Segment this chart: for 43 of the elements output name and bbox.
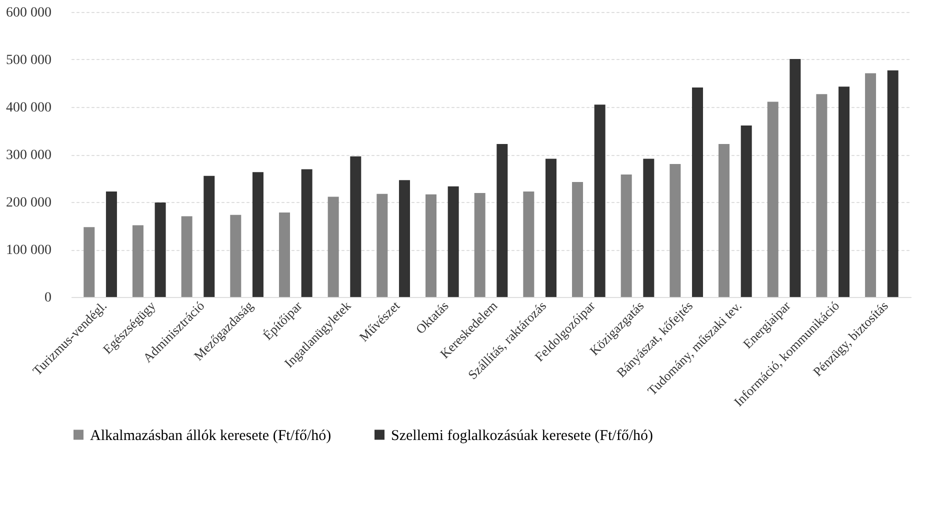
bar	[328, 196, 339, 297]
y-tick-label: 600 000	[6, 6, 52, 20]
bar	[106, 192, 117, 297]
bar	[278, 212, 290, 297]
bar	[230, 214, 242, 297]
bar	[790, 59, 801, 297]
y-tick-label: 0	[44, 290, 52, 306]
y-tick-label: 500 000	[6, 53, 52, 68]
y-tick-label: 200 000	[6, 196, 52, 210]
bar	[546, 158, 556, 297]
bar	[301, 169, 312, 297]
bar	[767, 102, 778, 297]
bar	[474, 192, 486, 297]
bar	[154, 202, 166, 297]
bar	[252, 172, 264, 297]
bar	[132, 225, 144, 297]
bar	[838, 86, 850, 297]
bar	[398, 180, 410, 297]
bar	[523, 192, 534, 297]
y-tick-label: 400 000	[6, 100, 52, 116]
bar	[376, 194, 388, 297]
bar	[816, 94, 828, 297]
legend-label: Szellemi foglalkozásúak keresete (Ft/fő/hó)	[391, 428, 653, 444]
legend-label: Alkalmazásban állók keresete (Ft/fő/hó)	[90, 428, 332, 444]
bar	[718, 144, 730, 297]
y-tick-label: 100 000	[6, 243, 52, 258]
bar	[572, 182, 584, 297]
bar	[426, 194, 436, 297]
bar	[692, 88, 704, 297]
bar	[594, 104, 606, 297]
bar	[740, 126, 752, 297]
bar	[887, 70, 898, 297]
bar	[84, 227, 95, 297]
bar	[670, 164, 681, 297]
bar	[620, 174, 632, 297]
bar	[204, 176, 215, 297]
bar	[496, 144, 508, 297]
bar	[448, 186, 459, 297]
bar	[865, 73, 876, 297]
bar	[643, 158, 654, 297]
y-tick-label: 300 000	[6, 148, 52, 163]
bar	[181, 216, 192, 297]
bar	[350, 156, 362, 297]
